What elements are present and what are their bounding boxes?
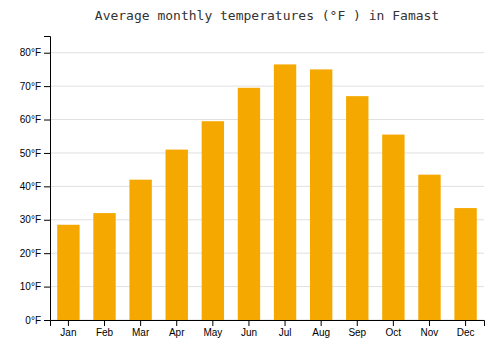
x-tick: Jan <box>60 320 76 338</box>
x-tick-mark <box>140 320 141 326</box>
bar <box>346 96 368 320</box>
x-tick-mark <box>393 320 394 326</box>
x-tick: Nov <box>421 320 439 338</box>
y-tick-label: 0°F <box>25 315 41 326</box>
x-tick: Apr <box>169 320 185 338</box>
y-tick-mark <box>44 320 50 321</box>
x-tick-label: Aug <box>312 327 330 338</box>
y-tick-mark <box>44 287 50 288</box>
x-tick: Feb <box>96 320 114 338</box>
grid-line <box>50 52 484 53</box>
y-tick-mark <box>44 186 50 187</box>
x-tick: Oct <box>386 320 402 338</box>
bar <box>166 150 188 320</box>
y-tick-label: 20°F <box>20 248 41 259</box>
x-tick-mark <box>321 320 322 326</box>
x-tick: May <box>203 320 222 338</box>
y-tick: 50°F <box>20 148 50 159</box>
y-tick: 10°F <box>20 281 50 292</box>
x-tick: Jun <box>241 320 257 338</box>
x-tick-label: Jan <box>60 327 76 338</box>
y-tick-mark <box>44 86 50 87</box>
x-tick-label: Jun <box>241 327 257 338</box>
y-tick: 80°F <box>20 47 50 58</box>
x-tick-label: Nov <box>421 327 439 338</box>
y-tick-mark <box>44 120 50 121</box>
bar <box>274 64 296 320</box>
x-tick: Jul <box>279 320 292 338</box>
chart: Average monthly temperatures (°F ) in Fa… <box>0 0 500 350</box>
y-axis: 0°F 10°F 20°F 30°F 40°F 50°F 60°F 70°F 80°F <box>20 37 51 326</box>
bar <box>418 175 440 320</box>
x-tick-mark <box>465 320 466 326</box>
x-tick-mark <box>104 320 105 326</box>
x-tick-mark <box>212 320 213 326</box>
x-tick-mark <box>285 320 286 326</box>
y-tick-mark <box>44 153 50 154</box>
bar <box>93 213 115 320</box>
y-tick-label: 30°F <box>20 214 41 225</box>
plot: 0°F 10°F 20°F 30°F 40°F 50°F 60°F 70°F 80°F Jan Fe… <box>20 37 485 339</box>
x-tick-label: Sep <box>348 327 366 338</box>
bar <box>382 135 404 320</box>
bar <box>129 180 151 320</box>
x-tick-label: Oct <box>386 327 402 338</box>
bar <box>202 121 224 320</box>
y-tick: 20°F <box>20 248 50 259</box>
y-tick-mark <box>44 253 50 254</box>
bars <box>57 64 477 320</box>
y-tick-mark <box>44 53 50 54</box>
x-axis-line <box>51 321 485 327</box>
x-tick-label: May <box>203 327 222 338</box>
y-tick-label: 40°F <box>20 181 41 192</box>
y-tick-mark <box>44 220 50 221</box>
grid-line <box>50 119 484 120</box>
y-tick-label: 10°F <box>20 281 41 292</box>
y-tick: 30°F <box>20 214 50 225</box>
y-tick: 40°F <box>20 181 50 192</box>
x-tick-label: Apr <box>169 327 185 338</box>
x-tick-mark <box>176 320 177 326</box>
y-axis-line <box>44 37 51 321</box>
x-tick-mark <box>357 320 358 326</box>
y-tick-label: 80°F <box>20 47 41 58</box>
y-tick-label: 70°F <box>20 81 41 92</box>
x-tick-label: Feb <box>96 327 114 338</box>
x-tick: Aug <box>312 320 330 338</box>
x-tick-mark <box>429 320 430 326</box>
x-tick-label: Jul <box>279 327 292 338</box>
title: Average monthly temperatures (°F ) in Fa… <box>95 8 439 23</box>
bar <box>310 69 332 320</box>
x-tick-label: Dec <box>457 327 475 338</box>
y-tick: 60°F <box>20 114 50 125</box>
x-tick: Dec <box>457 320 475 338</box>
y-tick: 70°F <box>20 81 50 92</box>
x-tick: Sep <box>348 320 366 338</box>
x-tick-label: Mar <box>132 327 150 338</box>
y-tick-label: 60°F <box>20 114 41 125</box>
grid-line <box>50 86 484 87</box>
grid <box>50 53 484 320</box>
bar <box>238 88 260 320</box>
y-tick: 0°F <box>25 315 50 326</box>
y-tick-label: 50°F <box>20 148 41 159</box>
x-axis: Jan Feb Mar Apr May Jun Jul Aug Sep Oct Nov Dec <box>51 320 485 338</box>
x-tick: Mar <box>132 320 150 338</box>
x-tick-mark <box>68 320 69 326</box>
bar <box>454 208 476 320</box>
grid-line <box>50 152 484 153</box>
x-tick-mark <box>248 320 249 326</box>
bar <box>57 225 79 320</box>
